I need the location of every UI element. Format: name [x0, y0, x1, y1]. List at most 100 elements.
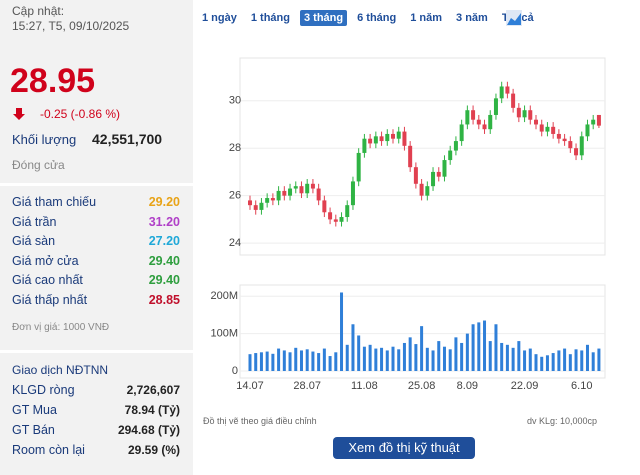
candle-body [511, 93, 516, 108]
volume-bar [523, 350, 527, 371]
volume-bar [385, 350, 389, 371]
candle-body [534, 119, 538, 125]
candle-body [545, 126, 550, 132]
volume-tick-label: 0 [232, 365, 238, 377]
candle-body [551, 126, 556, 134]
volume-bar [454, 337, 458, 371]
row-label: Giá sàn [12, 234, 56, 249]
candle-body [373, 136, 378, 144]
volume-bar [471, 324, 475, 371]
separator [0, 350, 193, 353]
candle-body [431, 171, 436, 187]
volume-bar [585, 344, 589, 371]
y-tick-label: 26 [229, 190, 241, 202]
candle-body [579, 136, 584, 156]
volume-bar [368, 344, 372, 371]
candle-body [522, 110, 527, 118]
volume-bar [545, 355, 549, 371]
candle-body [305, 183, 310, 194]
volume-bar [322, 348, 326, 371]
candle-body [265, 198, 270, 203]
y-tick-label: 30 [229, 95, 241, 107]
foreign-label: Room còn lại [12, 443, 85, 457]
volume-frame [239, 284, 606, 379]
candle-body [413, 167, 418, 184]
volume-bar [299, 350, 303, 371]
tab[interactable]: 1 tháng [250, 12, 290, 24]
x-tick-label: 14.07 [236, 380, 264, 392]
y-tick-label: 24 [229, 237, 241, 249]
tab[interactable]: 1 ngày [202, 12, 237, 24]
volume-bar [334, 352, 338, 371]
candle-body [270, 198, 275, 201]
price-frame [239, 57, 606, 256]
volume-bar [511, 347, 515, 371]
technical-chart-button[interactable]: Xem đồ thị kỹ thuật [333, 437, 475, 459]
update-time: 15:27, T5, 09/10/2025 [12, 19, 130, 33]
volume-bar [402, 342, 406, 371]
tab[interactable]: 3 năm [456, 12, 488, 24]
chart-icon[interactable] [506, 10, 522, 26]
volume-bar [397, 349, 401, 371]
footer-note: Đồ thị vẽ theo giá điều chỉnh [203, 416, 317, 426]
volume-bar [500, 342, 504, 371]
volume-bar [551, 353, 555, 371]
volume-bar [288, 352, 292, 371]
candle-body [574, 148, 579, 156]
volume-bar [259, 352, 263, 371]
volume-bar [277, 348, 281, 371]
row-label: Giá cao nhất [12, 273, 83, 288]
volume-tick-label: 100M [210, 328, 238, 340]
price-change: -0.25 (-0.86 %) [40, 107, 121, 121]
candle-body [476, 119, 481, 125]
volume-value: 42,551,700 [92, 131, 163, 147]
unit-note: Đơn vị giá: 1000 VNĐ [12, 322, 110, 333]
x-tick-label: 25.08 [408, 380, 436, 392]
volume-bar [580, 350, 584, 371]
candle-body [516, 107, 521, 118]
candle-body [333, 219, 338, 222]
candle-body [259, 202, 264, 210]
volume-bar [425, 347, 429, 371]
candle-body [556, 133, 561, 139]
volume-bar [465, 333, 469, 371]
row-label: Giá tham chiếu [12, 195, 97, 209]
candle-body [539, 124, 544, 132]
volume-bar [282, 350, 286, 371]
candle-body [310, 183, 315, 189]
volume-bar [328, 356, 332, 371]
row-value: 27.20 [148, 234, 180, 249]
candle-body [356, 152, 361, 182]
volume-bar [528, 348, 532, 371]
candle-body [499, 86, 504, 99]
tab[interactable]: 6 tháng [357, 12, 397, 24]
volume-bar [380, 347, 384, 371]
candle-body [568, 141, 573, 149]
volume-bar [460, 342, 464, 371]
volume-bar [505, 344, 509, 371]
candle-body [288, 188, 293, 196]
row-label: Giá thấp nhất [12, 293, 88, 307]
x-tick-label: 28.07 [293, 380, 321, 392]
x-tick-label: 22.09 [511, 380, 539, 392]
foreign-label: GT Mua [12, 403, 57, 417]
volume-bar [494, 324, 498, 371]
candle-body [385, 133, 390, 142]
row-value: 28.85 [148, 293, 180, 307]
volume-bar [391, 346, 395, 371]
volume-bar [305, 349, 309, 371]
x-tick-label: 11.08 [351, 380, 378, 392]
foreign-title: Giao dịch NĐTNN [12, 363, 109, 377]
tab[interactable]: 1 năm [410, 12, 443, 24]
candle-body [596, 114, 601, 126]
volume-bar [414, 344, 418, 371]
chart: 24 26 28 30 0 100M 200M 14.07 28.07 11.08 25.08 8.0… [210, 57, 606, 392]
candle-body [459, 124, 464, 142]
candle-body [482, 124, 487, 130]
tab[interactable]: 3 tháng [299, 10, 348, 26]
volume-bar [374, 348, 378, 371]
volume-bar [345, 344, 349, 371]
candle-body [339, 217, 344, 222]
candle-body [585, 124, 590, 137]
